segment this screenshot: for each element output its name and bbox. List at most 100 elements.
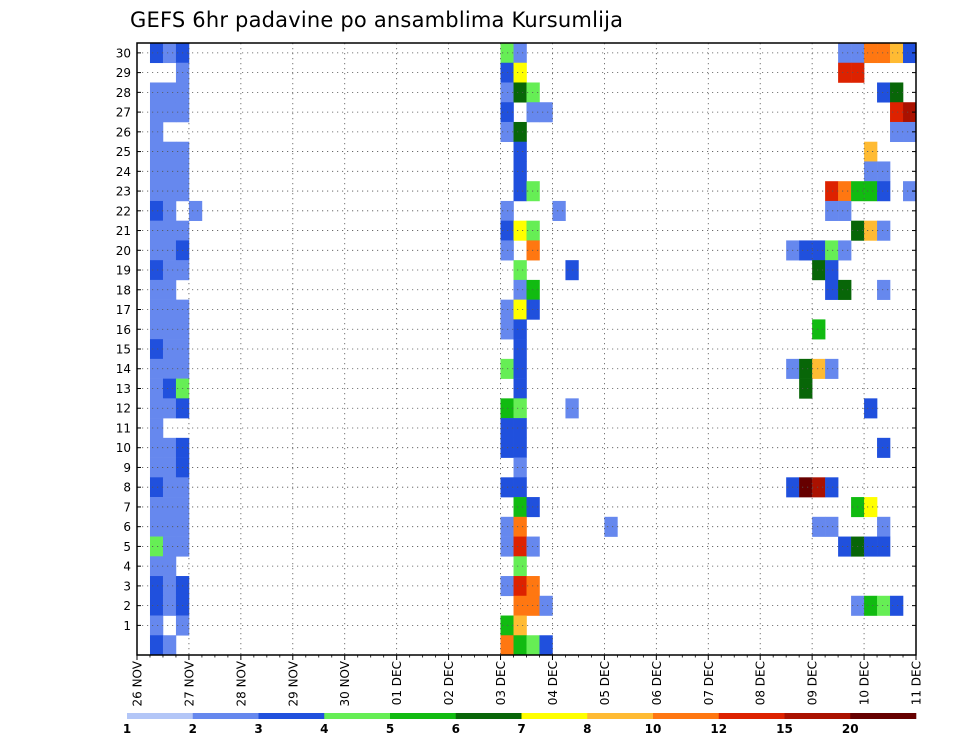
y-tick-label: 14 <box>116 362 131 376</box>
heat-cell <box>864 536 878 557</box>
heat-cell <box>877 161 891 182</box>
y-tick-label: 25 <box>116 145 131 159</box>
heat-cell <box>513 378 527 399</box>
heat-cell <box>149 279 164 300</box>
y-tick-label: 16 <box>116 323 131 337</box>
heat-cell <box>149 358 164 379</box>
colorbar-label: 2 <box>189 722 197 736</box>
heat-cell <box>513 595 527 616</box>
heat-cell <box>864 497 878 518</box>
heat-cell <box>890 82 904 103</box>
colorbar-segment <box>455 713 522 719</box>
colorbar-segment <box>850 713 917 719</box>
heat-cell <box>149 319 164 340</box>
heat-cell <box>825 477 839 498</box>
heat-cell <box>513 615 527 636</box>
y-tick-label: 8 <box>123 481 131 495</box>
colorbar-segment <box>718 713 785 719</box>
heat-cell <box>513 635 527 656</box>
heat-cell <box>162 181 177 202</box>
colorbar-segment <box>127 713 194 719</box>
heat-cell <box>812 319 826 340</box>
heat-cell <box>513 358 527 379</box>
heat-cell <box>149 595 164 616</box>
heat-cell <box>864 181 878 202</box>
heat-cell <box>149 615 164 636</box>
heat-cell <box>513 339 527 360</box>
colorbar-label: 8 <box>583 722 591 736</box>
heat-cell <box>162 200 177 221</box>
heat-cell <box>149 477 164 498</box>
heat-cell <box>149 43 164 64</box>
y-tick-label: 27 <box>116 106 131 120</box>
colorbar-label: 1 <box>123 722 131 736</box>
y-tick-label: 28 <box>116 86 131 100</box>
y-tick-label: 2 <box>123 599 131 613</box>
heat-cell <box>838 62 852 83</box>
heat-cell <box>513 260 527 281</box>
y-tick-label: 12 <box>116 402 131 416</box>
heat-cell <box>149 516 164 537</box>
colorbar-segment <box>521 713 588 719</box>
heat-cell <box>877 220 891 241</box>
y-tick-label: 19 <box>116 264 131 278</box>
x-tick-label: 09 DEC <box>806 661 820 705</box>
colorbar-label: 3 <box>254 722 262 736</box>
heat-cell <box>890 43 904 64</box>
heat-cell <box>825 358 839 379</box>
colorbar-segment <box>587 713 654 719</box>
heat-cell <box>799 358 813 379</box>
heat-cell <box>162 536 177 557</box>
heat-cell <box>877 516 891 537</box>
heat-cell <box>149 536 164 557</box>
heat-cell <box>162 457 177 478</box>
chart-title: GEFS 6hr padavine po ansamblima Kursumli… <box>130 8 624 32</box>
heat-cell <box>149 497 164 518</box>
y-tick-label: 4 <box>123 560 131 574</box>
colorbar-label: 20 <box>842 722 859 736</box>
colorbar-segment <box>653 713 720 719</box>
x-tick-label: 02 DEC <box>442 661 456 705</box>
heat-cell <box>162 516 177 537</box>
heat-cell <box>877 43 891 64</box>
heat-cell <box>149 260 164 281</box>
y-tick-label: 13 <box>116 382 131 396</box>
heat-cell <box>877 536 891 557</box>
heat-cell <box>149 418 164 439</box>
heat-cell <box>877 82 891 103</box>
heat-cell <box>864 141 878 162</box>
heat-cell <box>513 457 527 478</box>
heat-cell <box>162 339 177 360</box>
heat-cell <box>513 141 527 162</box>
heat-cell <box>149 141 164 162</box>
heat-cell <box>812 240 826 261</box>
colorbar-segment <box>258 713 325 719</box>
heat-cell <box>188 200 203 221</box>
heat-cell <box>149 82 164 103</box>
heat-cell <box>903 181 917 202</box>
heat-cell <box>799 477 813 498</box>
y-tick-label: 7 <box>123 500 131 514</box>
heat-cell <box>149 378 164 399</box>
heat-cell <box>604 516 618 537</box>
heat-cell <box>513 121 527 143</box>
heat-cell <box>500 635 514 656</box>
heat-cell <box>162 358 177 379</box>
heat-cell <box>162 161 177 182</box>
y-tick-label: 23 <box>116 185 131 199</box>
y-tick-label: 30 <box>116 46 131 60</box>
y-tick-label: 26 <box>116 125 131 139</box>
heat-cell <box>812 516 826 537</box>
heat-cell <box>552 200 566 221</box>
heat-cell <box>513 418 527 439</box>
heat-cell <box>513 43 527 64</box>
colorbar-label: 15 <box>776 722 793 736</box>
heat-cell <box>812 260 826 281</box>
x-tick-label: 27 NOV <box>182 660 196 706</box>
heat-cell <box>149 200 164 221</box>
y-tick-label: 1 <box>123 619 131 633</box>
heat-cell <box>825 200 839 221</box>
heat-cell <box>539 595 553 616</box>
y-axis: 1234567891011121314151617181920212223242… <box>116 46 916 633</box>
x-tick-label: 04 DEC <box>546 661 560 705</box>
